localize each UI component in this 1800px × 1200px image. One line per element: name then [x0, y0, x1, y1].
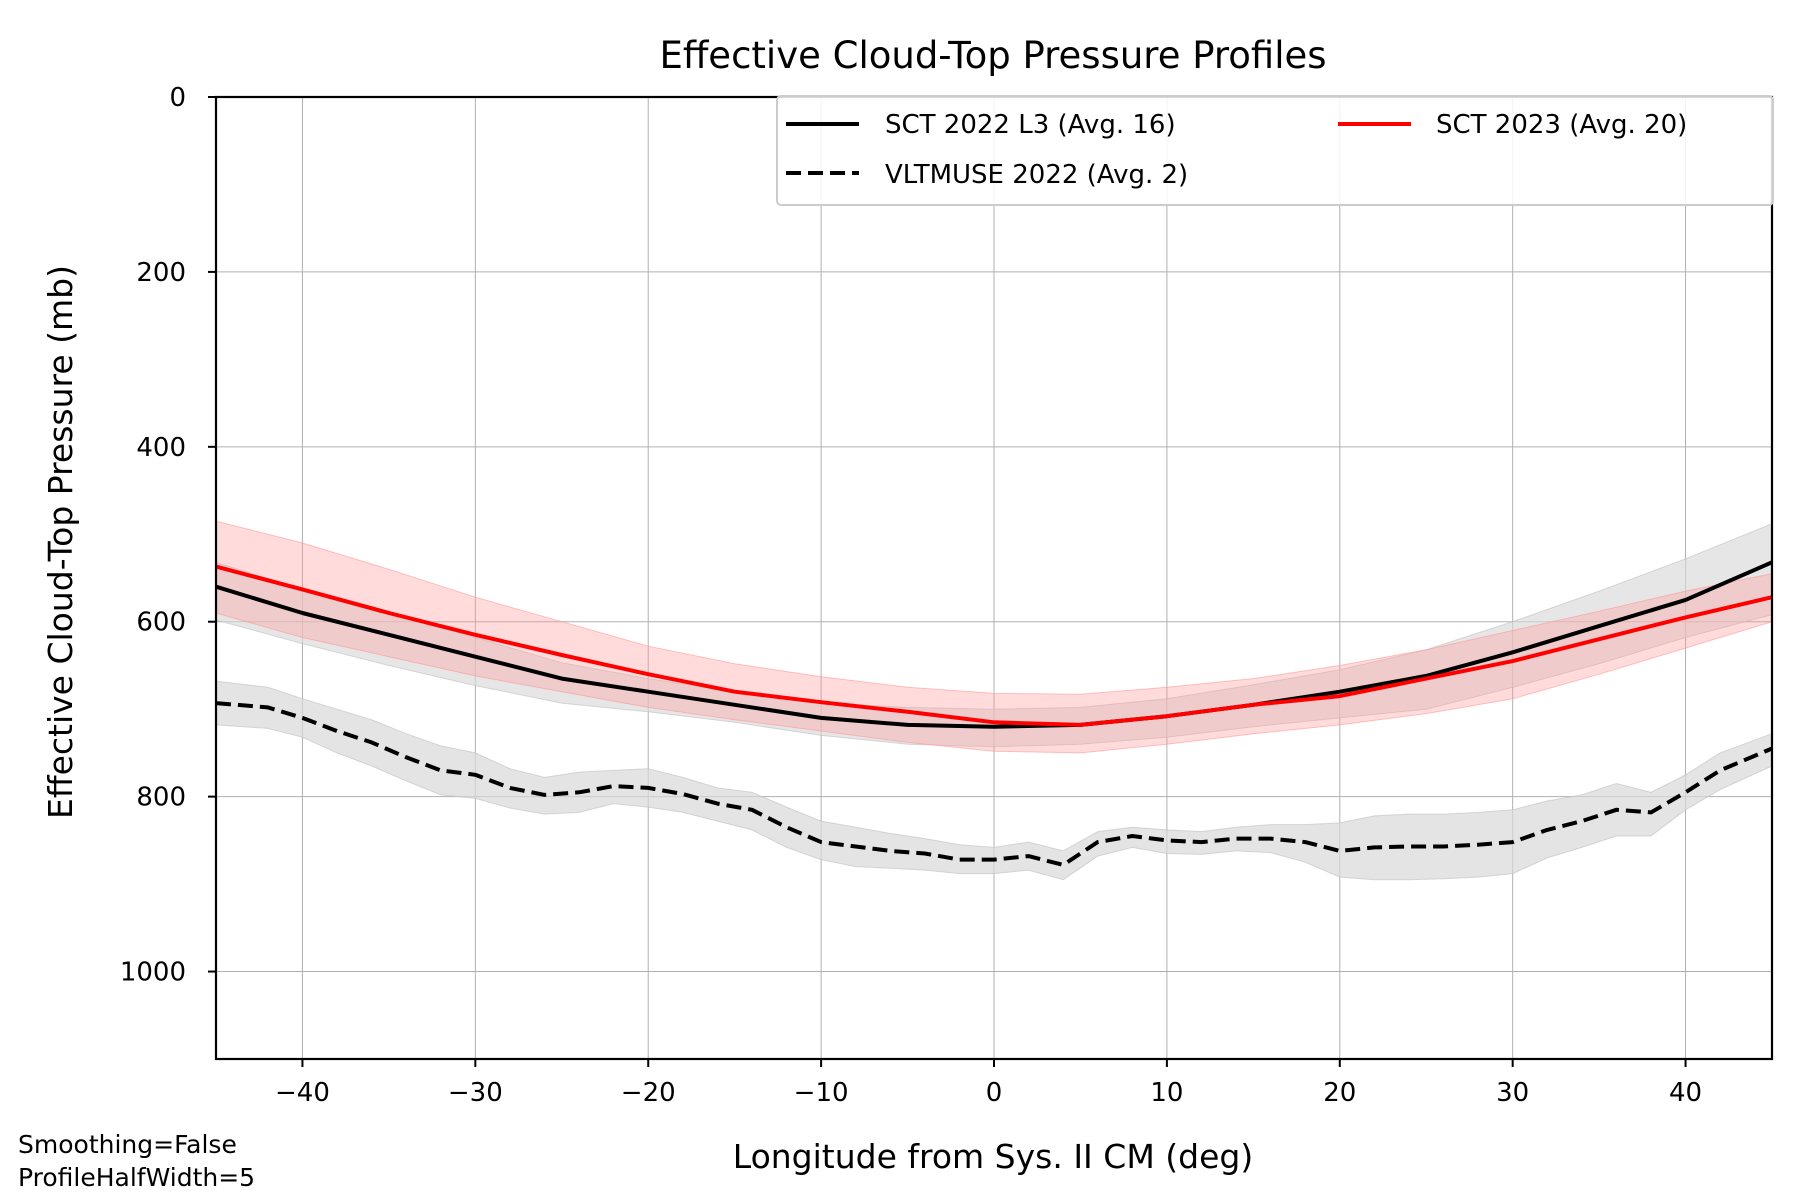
footnote-profile-halfwidth: ProfileHalfWidth=5 [18, 1163, 256, 1192]
grid [216, 96, 1772, 1059]
y-axis-label: Effective Cloud-Top Pressure (mb) [41, 265, 80, 819]
x-tick-label: 10 [1150, 1078, 1183, 1108]
y-tick-label: 0 [169, 83, 186, 113]
y-tick-label: 800 [136, 783, 186, 813]
legend: SCT 2022 L3 (Avg. 16) VLTMUSE 2022 (Avg.… [776, 95, 1774, 206]
y-tick-label: 400 [136, 433, 186, 463]
x-tick-label: 20 [1323, 1078, 1356, 1108]
x-axis-label: Longitude from Sys. II CM (deg) [733, 1137, 1253, 1176]
x-tick-label: 30 [1496, 1078, 1529, 1108]
x-tick-label: 0 [986, 1078, 1003, 1108]
x-tick-label: 40 [1669, 1078, 1702, 1108]
chart-title: Effective Cloud-Top Pressure Profiles [659, 34, 1326, 77]
line-sct2022 [215, 560, 1773, 729]
line-vltmuse2022 [215, 701, 1773, 867]
x-tick-label: −20 [621, 1078, 676, 1108]
legend-label-sct2023: SCT 2023 (Avg. 20) [1436, 110, 1687, 140]
x-tick-label: −30 [448, 1078, 503, 1108]
x-tick-label: −40 [275, 1078, 330, 1108]
y-tick-label: 600 [136, 608, 186, 638]
legend-label-sct2022: SCT 2022 L3 (Avg. 16) [885, 110, 1176, 140]
footnote-smoothing: Smoothing=False [18, 1130, 237, 1159]
y-tick-label: 1000 [120, 958, 186, 988]
legend-label-vltmuse2022: VLTMUSE 2022 (Avg. 2) [885, 160, 1188, 190]
x-tick-label: −10 [794, 1078, 849, 1108]
line-sct2023 [215, 564, 1773, 727]
legend-box [776, 95, 1774, 206]
y-tick-label: 200 [136, 258, 186, 288]
